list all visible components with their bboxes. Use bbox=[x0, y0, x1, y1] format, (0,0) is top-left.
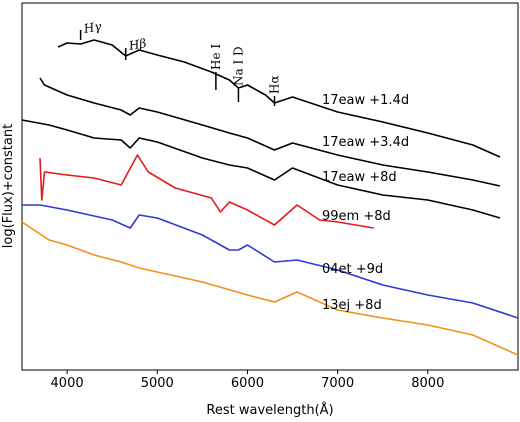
series-label: 04et +9d bbox=[322, 262, 383, 277]
y-axis-label: log(Flux)+constant bbox=[1, 124, 16, 248]
spectrum-line bbox=[39, 154, 374, 229]
spectrum-line bbox=[39, 77, 501, 187]
series-label: 17eaw +1.4d bbox=[322, 93, 409, 108]
line-label: Na I D bbox=[231, 46, 245, 86]
line-label: He I bbox=[209, 44, 223, 70]
line-label: Hα bbox=[268, 75, 282, 94]
x-tick-label: 8000 bbox=[411, 376, 444, 391]
x-axis-label: Rest wavelength(Å) bbox=[206, 402, 333, 418]
spectrum-line bbox=[21, 221, 519, 356]
line-label: Hγ bbox=[82, 19, 104, 36]
series-label: 13ej +8d bbox=[322, 298, 382, 313]
x-tick-label: 7000 bbox=[321, 376, 354, 391]
spectrum-line bbox=[57, 39, 501, 158]
series-label: 17eaw +3.4d bbox=[322, 135, 409, 150]
x-tick-label: 4000 bbox=[51, 376, 84, 391]
line-label: Hβ bbox=[127, 36, 148, 53]
plot-frame bbox=[21, 2, 519, 371]
series-label: 17eaw +8d bbox=[322, 170, 397, 185]
spectrum-line bbox=[22, 204, 519, 319]
spectrum-line bbox=[21, 119, 501, 219]
x-tick-label: 6000 bbox=[231, 376, 264, 391]
series-label: 99em +8d bbox=[322, 209, 391, 224]
x-tick-label: 5000 bbox=[141, 376, 174, 391]
